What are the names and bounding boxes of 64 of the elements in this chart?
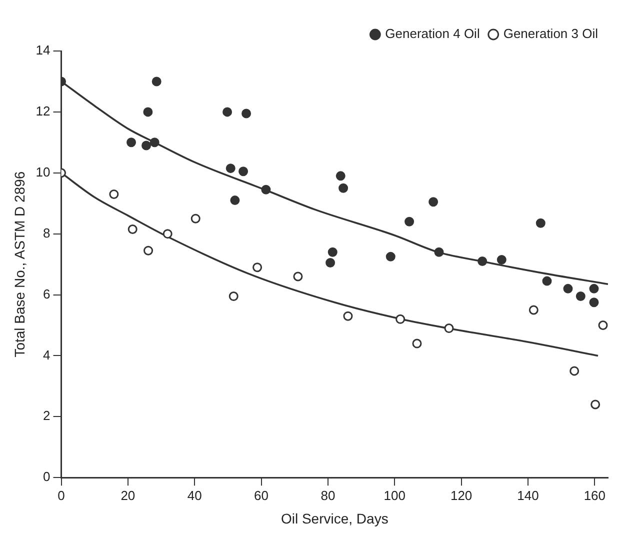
point: [162, 229, 172, 239]
x-tick-label: 0: [58, 488, 65, 503]
point: [570, 366, 580, 376]
point: [386, 252, 396, 262]
point: [598, 320, 608, 330]
point: [150, 138, 160, 148]
point: [238, 166, 248, 176]
point: [126, 138, 136, 148]
point: [143, 107, 153, 117]
point: [190, 214, 200, 224]
y-tick-label: 2: [43, 408, 50, 424]
point: [343, 311, 353, 321]
point: [542, 276, 552, 286]
x-tick-label: 60: [254, 488, 269, 503]
y-tick-label: 4: [43, 347, 50, 362]
legend-label: Generation 3 Oil: [503, 26, 598, 42]
point: [404, 216, 414, 226]
y-tick-label: 6: [43, 286, 50, 302]
point: [563, 284, 573, 294]
legend-label: Generation 4 Oil: [385, 26, 480, 42]
point: [326, 258, 336, 268]
point: [228, 292, 238, 302]
x-tick-label: 20: [120, 488, 136, 503]
point: [444, 324, 454, 334]
x-axis-title: Oil Service, Days: [280, 510, 388, 526]
point: [261, 184, 271, 194]
point: [576, 292, 586, 302]
y-axis-title: Total Base No., ASTM D 2896: [11, 171, 28, 358]
y-tick-label: 12: [36, 104, 50, 119]
point: [496, 254, 506, 264]
y-tick-label: 14: [36, 42, 50, 58]
point: [478, 256, 488, 266]
y-tick-label: 10: [36, 164, 50, 180]
point: [144, 246, 154, 256]
x-tick-label: 80: [320, 488, 336, 503]
point: [222, 107, 232, 117]
y-tick-label: 8: [43, 225, 50, 240]
point: [128, 224, 138, 234]
point: [589, 284, 599, 294]
x-tick-label: 160: [584, 488, 606, 503]
point: [109, 189, 119, 199]
x-tick-label: 120: [450, 488, 472, 503]
x-tick-label: 40: [187, 488, 202, 503]
point: [328, 247, 338, 257]
point: [252, 262, 262, 272]
point: [536, 218, 546, 228]
point: [226, 164, 236, 174]
x-tick-label: 100: [384, 488, 406, 503]
x-tick-label: 140: [517, 488, 539, 503]
point: [589, 298, 599, 308]
point: [428, 197, 438, 207]
y-tick-label: 0: [43, 469, 50, 484]
point: [590, 400, 600, 410]
point: [338, 183, 348, 193]
point: [434, 247, 444, 257]
point: [152, 76, 162, 86]
point: [336, 171, 346, 181]
point: [396, 314, 406, 324]
point: [528, 305, 538, 315]
point: [293, 272, 303, 282]
point: [242, 108, 252, 118]
point: [230, 196, 240, 206]
point: [412, 338, 422, 348]
point: [142, 140, 152, 150]
